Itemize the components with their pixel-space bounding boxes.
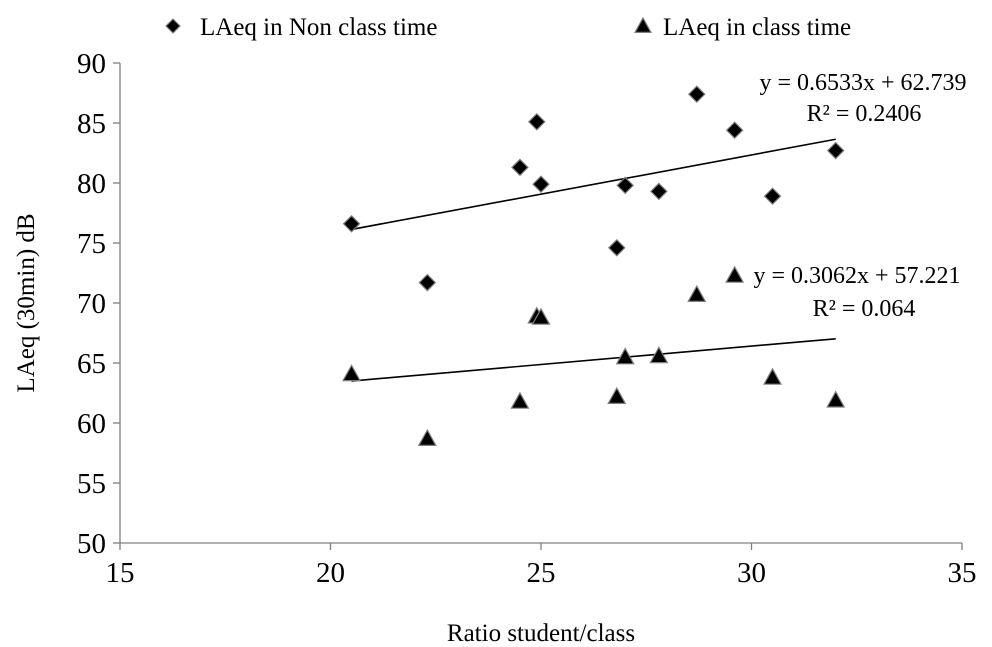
legend-label: LAeq in Non class time [200,14,437,41]
data-point-diamond [527,112,546,131]
y-tick-label: 60 [77,408,106,440]
axes: 50 55 60 65 70 75 80 85 90 15 20 25 30 35 Ratio studen… [13,48,977,647]
x-tick-label: 15 [106,557,135,589]
y-tick-label: 70 [77,288,106,320]
legend-label: LAeq in class time [663,14,851,41]
data-point-triangle [342,364,362,382]
y-tick-label: 65 [77,348,106,380]
data-point-triangle [687,284,707,302]
data-points [342,85,846,446]
data-point-diamond [687,85,706,104]
y-tick-label: 55 [77,468,106,500]
y-tick-label: 50 [77,528,106,560]
data-point-triangle [826,390,846,408]
data-point-diamond [342,214,361,233]
annotations: y = 0.6533x + 62.739 R² = 0.2406 y = 0.306… [753,70,966,322]
data-point-diamond [725,121,744,140]
x-tick-label: 35 [948,557,977,589]
data-point-diamond [607,238,626,257]
trendline [351,337,836,382]
data-point-diamond [532,175,550,194]
data-point-triangle [531,307,551,325]
trendline-equation: y = 0.6533x + 62.739 [759,70,966,96]
y-axis-title: LAeq (30min) dB [13,213,40,392]
x-tick-label: 30 [737,557,766,589]
data-point-diamond [650,182,668,201]
data-point-triangle [607,386,627,404]
data-point-triangle [510,391,530,409]
trendline-equation: y = 0.3062x + 57.221 [753,263,960,289]
y-tick-label: 90 [77,48,106,80]
y-tick-label: 85 [77,108,106,140]
x-tick-label: 25 [527,557,556,589]
data-point-triangle [725,265,745,283]
trendline-r-squared: R² = 0.064 [813,296,916,322]
data-point-diamond [511,158,529,177]
legend-marker-diamond [165,18,181,34]
data-point-triangle [417,428,437,446]
trendline-r-squared: R² = 0.2406 [807,101,922,127]
data-point-diamond [616,176,635,195]
data-point-triangle [615,347,635,365]
y-tick-label: 80 [77,168,106,200]
data-point-triangle [763,367,783,385]
x-axis-title: Ratio student/class [447,620,635,647]
trendline [351,138,836,231]
data-point-diamond [418,273,437,292]
trendlines [351,138,836,382]
y-tick-label: 75 [77,228,106,260]
data-point-triangle [649,346,669,364]
data-point-diamond [763,187,782,206]
legend: LAeq in Non class time LAeq in class time [165,14,851,41]
x-tick-label: 20 [316,557,345,589]
data-point-diamond [826,141,845,160]
legend-marker-triangle [633,16,653,34]
